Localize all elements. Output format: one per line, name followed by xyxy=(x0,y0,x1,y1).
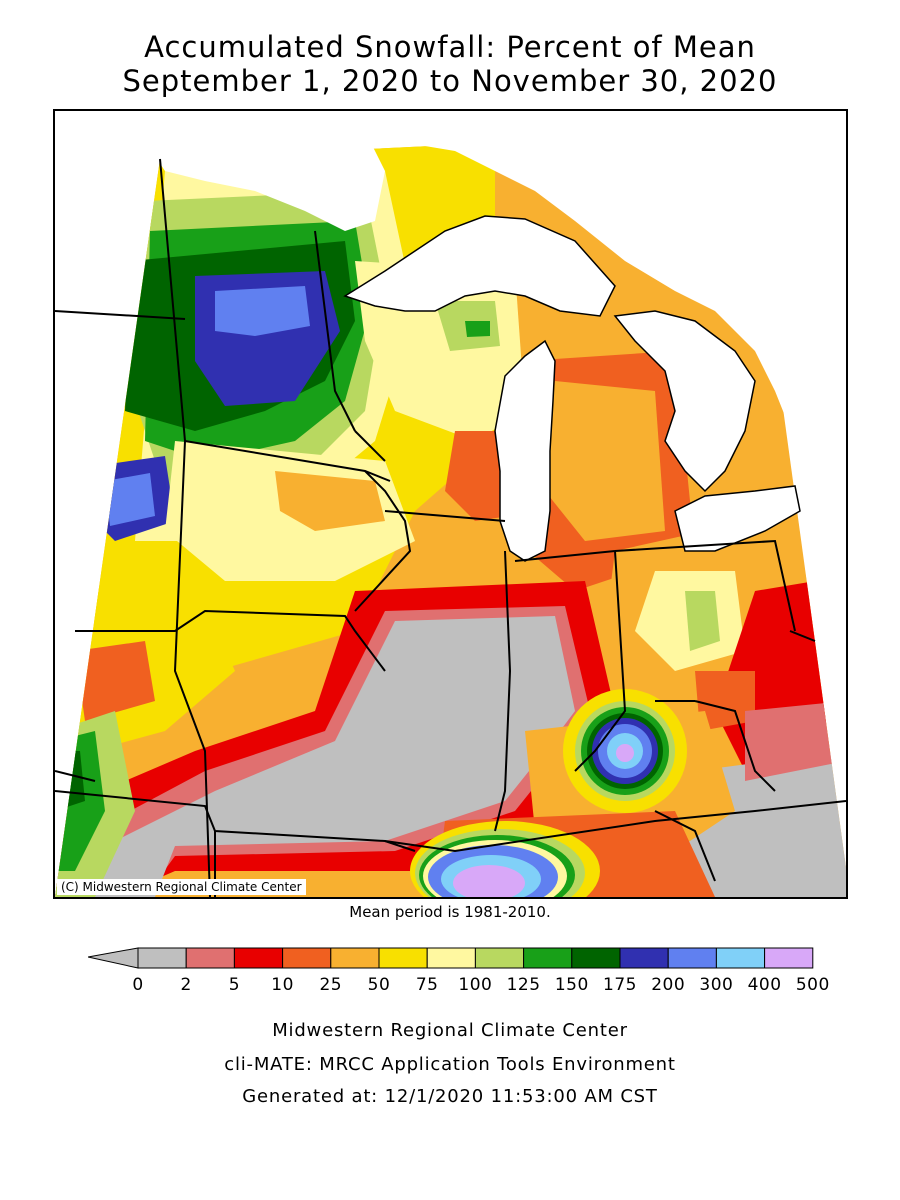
legend-swatch xyxy=(137,947,187,969)
legend-label: 10 xyxy=(271,975,294,995)
legend-boxes xyxy=(137,947,814,969)
legend-swatch xyxy=(571,947,621,969)
legend-label: 0 xyxy=(132,975,144,995)
legend-label: 100 xyxy=(458,975,493,995)
map-title: Accumulated Snowfall: Percent of Mean xyxy=(144,30,756,64)
legend-swatch xyxy=(185,947,235,969)
color-legend xyxy=(88,947,814,969)
map-date-range: September 1, 2020 to November 30, 2020 xyxy=(122,64,778,98)
legend-label: 400 xyxy=(747,975,782,995)
legend-label: 2 xyxy=(180,975,192,995)
legend-swatch xyxy=(233,947,284,969)
legend-swatch xyxy=(330,947,380,969)
map-canvas xyxy=(55,111,846,897)
legend-swatch xyxy=(282,947,332,969)
state-borders xyxy=(55,158,846,897)
snowfall-map: (C) Midwestern Regional Climate Center xyxy=(53,109,848,899)
great-lakes xyxy=(125,111,846,562)
legend-swatch xyxy=(619,947,669,969)
legend-label: 300 xyxy=(699,975,734,995)
footer-org: Midwestern Regional Climate Center xyxy=(272,1020,628,1041)
legend-swatch xyxy=(764,947,814,969)
legend-label: 25 xyxy=(319,975,343,995)
copyright-notice: (C) Midwestern Regional Climate Center xyxy=(57,879,306,895)
footer-tool: cli-MATE: MRCC Application Tools Environ… xyxy=(224,1054,676,1075)
legend-label: 500 xyxy=(795,975,830,995)
legend-label: 50 xyxy=(367,975,391,995)
legend-label: 125 xyxy=(506,975,541,995)
legend-label: 75 xyxy=(415,975,439,995)
legend-label: 150 xyxy=(554,975,589,995)
legend-swatch xyxy=(667,947,717,969)
legend-swatch xyxy=(715,947,766,969)
legend-arrow xyxy=(88,947,139,969)
legend-swatch xyxy=(523,947,573,969)
legend-swatch xyxy=(474,947,525,969)
legend-label: 5 xyxy=(228,975,241,995)
footer-generated: Generated at: 12/1/2020 11:53:00 AM CST xyxy=(242,1086,658,1107)
legend-swatch xyxy=(378,947,428,969)
legend-swatch xyxy=(426,947,476,969)
mean-period-note: Mean period is 1981-2010. xyxy=(349,903,551,921)
legend-label: 175 xyxy=(603,975,637,995)
legend-label: 200 xyxy=(651,975,686,995)
